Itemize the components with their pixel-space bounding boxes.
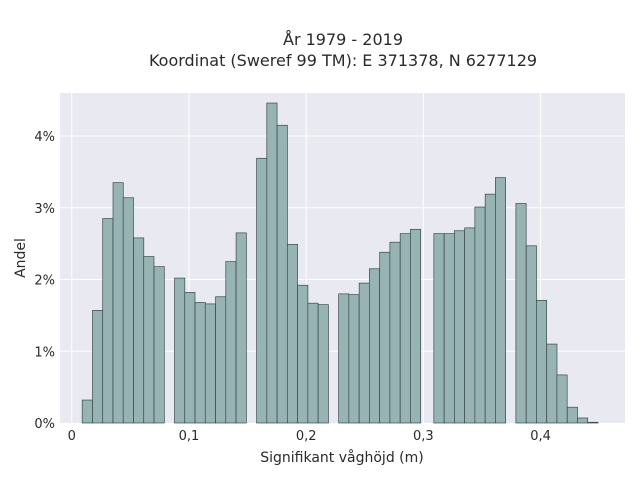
histogram-bar xyxy=(102,218,114,424)
histogram-bar xyxy=(317,304,329,424)
histogram-bar xyxy=(515,203,527,424)
histogram-bar xyxy=(474,206,486,424)
histogram-bar xyxy=(122,197,134,424)
histogram-bar xyxy=(536,299,548,424)
y-tick-label: 4% xyxy=(34,130,55,145)
y-tick-label: 1% xyxy=(34,345,55,360)
histogram-bar xyxy=(389,241,401,424)
x-axis-label: Signifikant våghöjd (m) xyxy=(260,449,423,466)
histogram-bar xyxy=(143,256,155,424)
histogram-bar xyxy=(92,310,104,424)
histogram-bar xyxy=(194,302,206,424)
x-tick-label: 0,3 xyxy=(413,429,434,444)
histogram-bar xyxy=(556,374,568,424)
histogram-bar xyxy=(184,292,196,424)
y-axis-label: Andel xyxy=(13,238,29,278)
histogram-bar xyxy=(410,228,422,424)
histogram-bar xyxy=(112,182,124,424)
histogram-bar xyxy=(174,277,186,424)
histogram-bar xyxy=(577,417,589,424)
histogram-bar xyxy=(307,302,319,424)
histogram-bar xyxy=(546,343,558,424)
histogram-bar xyxy=(525,245,537,424)
histogram-bar xyxy=(495,177,506,424)
histogram-bar xyxy=(433,233,445,424)
histogram-bar xyxy=(379,251,391,424)
histogram-bars xyxy=(81,102,599,424)
histogram-bar xyxy=(369,268,380,424)
x-tick-label: 0 xyxy=(68,429,76,444)
y-tick-label: 2% xyxy=(34,274,55,289)
x-tick-label: 0,4 xyxy=(530,429,551,444)
histogram-bar xyxy=(215,296,227,424)
histogram-bar xyxy=(276,124,288,424)
histogram-bar xyxy=(348,294,360,424)
histogram-bar xyxy=(225,261,237,424)
histogram-bar xyxy=(266,102,278,424)
x-tick-label: 0,1 xyxy=(179,429,200,444)
histogram-bar xyxy=(454,230,465,424)
chart-title-line2: Koordinat (Sweref 99 TM): E 371378, N 62… xyxy=(149,51,537,70)
x-tick-label: 0,2 xyxy=(296,429,317,444)
histogram-bar xyxy=(81,399,93,424)
histogram-bar xyxy=(566,406,578,424)
histogram-bar xyxy=(464,227,476,424)
axis-ticks: 0 0,1 0,2 0,3 0,4 0% 1% 2% 3% 4% xyxy=(34,130,551,444)
histogram-bar xyxy=(587,421,599,424)
histogram-bar xyxy=(297,284,309,424)
histogram-bar xyxy=(256,157,268,424)
histogram-bar xyxy=(358,282,370,424)
histogram-bar xyxy=(338,293,350,424)
chart-title-line1: År 1979 - 2019 xyxy=(283,30,403,49)
histogram-bar xyxy=(204,303,216,424)
histogram-bar xyxy=(399,233,411,424)
histogram-bar xyxy=(286,244,298,424)
histogram-bar xyxy=(443,233,455,424)
y-tick-label: 0% xyxy=(34,417,55,432)
histogram-bar xyxy=(153,266,165,424)
histogram-bar xyxy=(484,193,496,424)
histogram-bar xyxy=(235,232,247,424)
histogram-bar xyxy=(133,237,145,424)
y-tick-label: 3% xyxy=(34,202,55,217)
